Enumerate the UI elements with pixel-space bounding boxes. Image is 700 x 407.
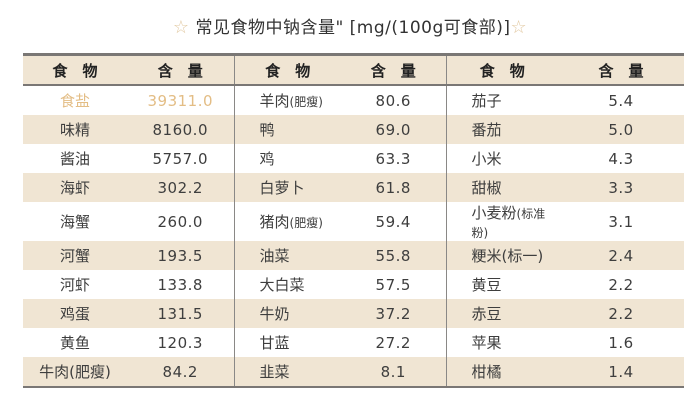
food-name: 韭菜 — [234, 357, 341, 388]
food-name: 河蟹 — [59, 247, 90, 265]
food-name: 羊肉(肥瘦) — [259, 92, 323, 110]
food-name: 黄鱼 — [59, 334, 90, 352]
table-row: 海蟹 260.0 猪肉(肥瘦) 59.4 小麦粉(标准粉) 3.1 — [23, 202, 684, 241]
sodium-value: 260.0 — [127, 202, 235, 241]
sodium-value: 37.2 — [341, 299, 447, 328]
table-header-row: 食 物 含 量 食 物 含 量 食 物 含 量 — [23, 53, 684, 86]
sodium-value: 84.2 — [127, 357, 235, 388]
food-name: 牛肉(肥瘦) — [23, 357, 127, 388]
table-row: 食盐 39311.0 羊肉(肥瘦) 80.6 茄子 5.4 — [23, 85, 684, 115]
food-name: 酱油 — [59, 150, 90, 168]
table-row: 河虾 133.8 大白菜 57.5 黄豆 2.2 — [23, 270, 684, 299]
sodium-value: 55.8 — [341, 241, 447, 270]
sodium-value: 5.4 — [608, 91, 634, 110]
sodium-value: 8160.0 — [127, 115, 235, 144]
food-note: (标准粉) — [471, 207, 546, 240]
food-name: 赤豆 — [471, 305, 502, 323]
sodium-value: 3.1 — [608, 212, 634, 231]
food-name: 河虾 — [59, 276, 90, 294]
sodium-value: 2.2 — [608, 304, 634, 323]
food-name: 白萝卜 — [259, 179, 305, 197]
sodium-value: 63.3 — [341, 144, 447, 173]
sodium-value: 5757.0 — [127, 144, 235, 173]
food-note: (肥瘦) — [289, 216, 323, 230]
sodium-value: 27.2 — [341, 328, 447, 357]
food-name: 苹果 — [471, 334, 502, 352]
header-food: 食 物 — [234, 53, 341, 86]
sodium-value: 5.0 — [608, 120, 634, 139]
sodium-value: 1.4 — [558, 357, 684, 388]
table-row: 酱油 5757.0 鸡 63.3 小米 4.3 — [23, 144, 684, 173]
sodium-value: 131.5 — [127, 299, 235, 328]
sodium-value: 3.3 — [608, 178, 634, 197]
food-name: 小麦粉(标准粉) — [471, 204, 546, 240]
food-name: 鸡蛋 — [59, 305, 90, 323]
food-name: 食盐 — [59, 92, 90, 110]
sodium-value: 4.3 — [608, 149, 634, 168]
table-row: 河蟹 193.5 油菜 55.8 粳米(标一) 2.4 — [23, 241, 684, 270]
table-row: 鸡蛋 131.5 牛奶 37.2 赤豆 2.2 — [23, 299, 684, 328]
food-name: 油菜 — [259, 247, 290, 265]
title-text: 常见食物中钠含量" [mg/(100g可食部)] — [195, 18, 511, 38]
sodium-value: 57.5 — [341, 270, 447, 299]
table-row: 味精 8160.0 鸭 69.0 番茄 5.0 — [23, 115, 684, 144]
sodium-value: 133.8 — [127, 270, 235, 299]
food-name: 鸭 — [259, 121, 275, 139]
table-row: 黄鱼 120.3 甘蓝 27.2 苹果 1.6 — [23, 328, 684, 357]
table-row: 海虾 302.2 白萝卜 61.8 甜椒 3.3 — [23, 173, 684, 202]
sodium-value: 8.1 — [341, 357, 447, 388]
sodium-value: 2.4 — [608, 246, 634, 265]
food-name: 甜椒 — [471, 179, 502, 197]
food-name: 番茄 — [471, 121, 502, 139]
food-name: 鸡 — [259, 150, 275, 168]
food-name: 大白菜 — [259, 276, 305, 294]
sodium-value: 39311.0 — [127, 85, 235, 115]
page-title: ☆ 常见食物中钠含量" [mg/(100g可食部)]☆ — [0, 13, 700, 38]
sodium-value: 80.6 — [341, 85, 447, 115]
sodium-value: 59.4 — [341, 202, 447, 241]
star-icon: ☆ — [510, 17, 528, 38]
food-name: 猪肉(肥瘦) — [259, 213, 323, 231]
table-row: 牛肉(肥瘦) 84.2 韭菜 8.1 柑橘 1.4 — [23, 357, 684, 388]
food-name: 海蟹 — [59, 213, 90, 231]
sodium-value: 193.5 — [127, 241, 235, 270]
sodium-value: 69.0 — [341, 115, 447, 144]
food-name: 海虾 — [59, 179, 90, 197]
header-content: 含 量 — [127, 53, 235, 86]
header-food: 食 物 — [446, 53, 558, 86]
header-food: 食 物 — [23, 53, 127, 86]
star-icon: ☆ — [172, 17, 190, 38]
sodium-value: 61.8 — [341, 173, 447, 202]
food-name: 牛奶 — [259, 305, 290, 323]
sodium-value: 120.3 — [127, 328, 235, 357]
sodium-value: 1.6 — [608, 333, 634, 352]
sodium-value: 2.2 — [608, 275, 634, 294]
food-name: 茄子 — [471, 92, 502, 110]
sodium-value: 302.2 — [127, 173, 235, 202]
food-name: 粳米(标一) — [471, 247, 544, 265]
food-name: 甘蓝 — [259, 334, 290, 352]
food-name: 味精 — [59, 121, 90, 139]
sodium-content-table: 食 物 含 量 食 物 含 量 食 物 含 量 食盐 39311.0 羊肉(肥瘦) 8… — [23, 53, 684, 388]
food-name: 柑橘 — [446, 357, 558, 388]
header-content: 含 量 — [558, 53, 684, 86]
food-name: 黄豆 — [471, 276, 502, 294]
header-content: 含 量 — [341, 53, 447, 86]
food-note: (肥瘦) — [289, 95, 323, 109]
food-name: 小米 — [471, 150, 502, 168]
